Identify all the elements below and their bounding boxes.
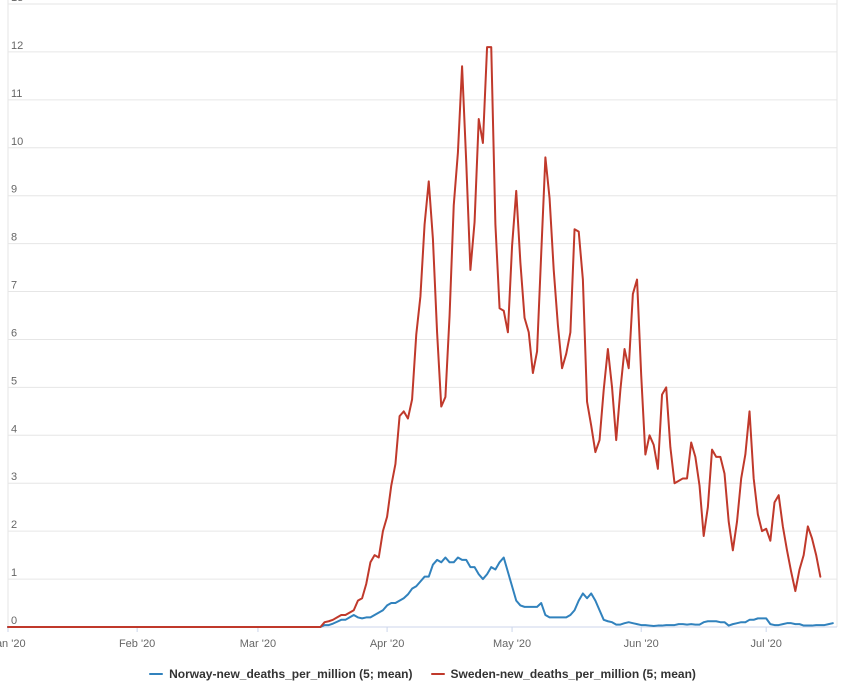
y-tick-label: 10 [11, 136, 23, 148]
x-tick-label: Jul '20 [750, 638, 781, 650]
y-tick-label: 12 [11, 40, 23, 52]
x-axis: Jan '20 Feb '20 Mar '20 Apr '20 May '20 Jun '… [0, 626, 837, 650]
y-tick-label: 0 [11, 615, 17, 627]
y-tick-label: 3 [11, 471, 17, 483]
x-tick-label: Apr '20 [370, 638, 405, 650]
y-tick-label: 4 [11, 423, 17, 435]
x-tick-label: Mar '20 [240, 638, 276, 650]
y-tick-label: 6 [11, 327, 17, 339]
x-tick-label: Feb '20 [119, 638, 155, 650]
legend: Norway-new_deaths_per_million (5; mean) … [0, 664, 845, 684]
series-line-sweden[interactable] [7, 46, 822, 628]
y-tick-label: 1 [11, 567, 17, 579]
legend-label-norway: Norway-new_deaths_per_million (5; mean) [169, 667, 413, 681]
y-tick-label: 11 [11, 88, 22, 100]
y-tick-label: 5 [11, 375, 17, 387]
x-tick-label: May '20 [493, 638, 531, 650]
series-lines [7, 46, 834, 628]
y-tick-label: 13 [11, 0, 23, 4]
y-tick-label: 9 [11, 184, 17, 196]
legend-swatch-sweden [430, 673, 445, 675]
x-tick-label: Jun '20 [624, 638, 659, 650]
legend-item-norway[interactable]: Norway-new_deaths_per_million (5; mean) [149, 667, 413, 681]
legend-swatch-norway [149, 673, 164, 675]
legend-item-sweden[interactable]: Sweden-new_deaths_per_million (5; mean) [430, 667, 696, 681]
y-tick-label: 7 [11, 280, 17, 292]
y-tick-label: 8 [11, 232, 17, 244]
y-axis-labels: 012345678910111213 [11, 0, 23, 627]
legend-label-sweden: Sweden-new_deaths_per_million (5; mean) [450, 667, 696, 681]
series-line-norway[interactable] [7, 556, 834, 628]
y-tick-label: 2 [11, 519, 17, 531]
x-tick-label: Jan '20 [0, 638, 26, 650]
grid-lines [7, 0, 838, 627]
